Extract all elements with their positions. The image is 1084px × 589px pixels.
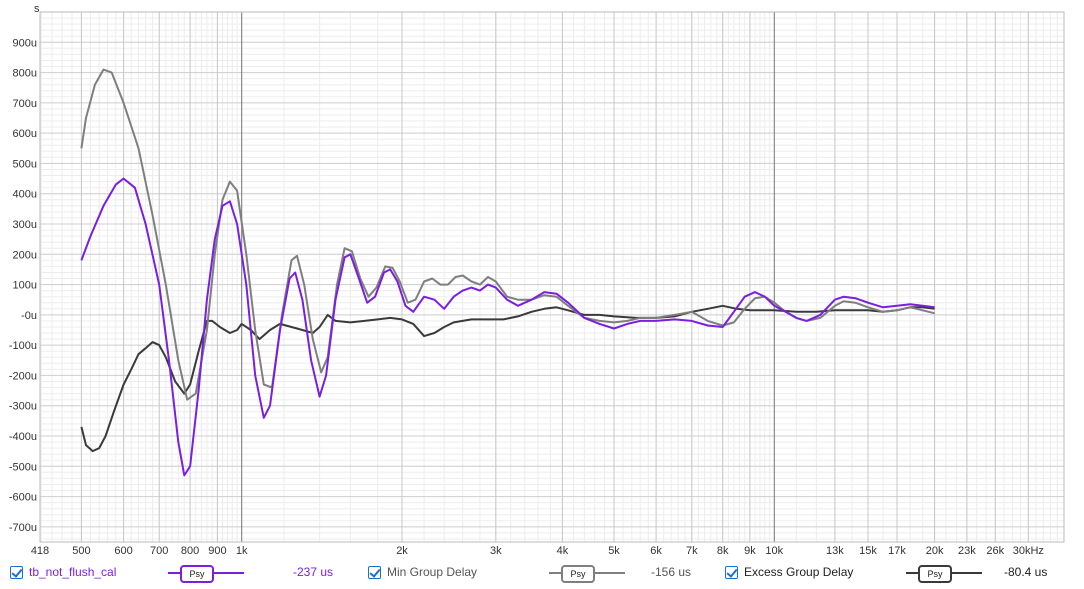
x-tick-label: 1k	[236, 545, 248, 557]
legend-label: tb_not_flush_cal	[29, 565, 117, 579]
x-tick-label: 600	[114, 545, 132, 557]
y-tick-label: 500u	[13, 158, 37, 170]
x-tick-label: 418	[31, 545, 49, 557]
checkbox-excess-group-delay[interactable]	[725, 565, 738, 579]
y-tick-label: 800u	[13, 68, 37, 80]
y-tick-label: -0u	[21, 310, 37, 322]
x-tick-label: 6k	[650, 545, 662, 557]
checkbox-tb-not-flush-cal[interactable]	[10, 565, 23, 579]
x-tick-label: 4k	[557, 545, 569, 557]
legend-value: -80.4 us	[1004, 565, 1048, 579]
x-tick-label: 20k	[926, 545, 944, 557]
x-tick-label: 500	[72, 545, 90, 557]
legend-bar: tb_not_flush_cal Psy -237 us Min Group D…	[0, 562, 1084, 586]
x-tick-label: 17k	[888, 545, 906, 557]
y-tick-label: 200u	[13, 249, 37, 261]
psy-line-style-purple[interactable]: Psy	[168, 564, 244, 583]
y-tick-label: -100u	[9, 340, 37, 352]
psy-line-style-gray[interactable]: Psy	[549, 564, 625, 583]
x-tick-label: 7k	[686, 545, 698, 557]
x-tick-label: 9k	[744, 545, 756, 557]
y-tick-label: -400u	[9, 431, 37, 443]
y-tick-label: 600u	[13, 128, 37, 140]
y-tick-label: -500u	[9, 461, 37, 473]
y-tick-label: -600u	[9, 492, 37, 504]
legend-value: -156 us	[651, 565, 692, 579]
series-line-excess-group-delay	[80, 304, 935, 453]
y-tick-label: 700u	[13, 98, 37, 110]
y-tick-label: 900u	[13, 37, 37, 49]
y-tick-label: 300u	[13, 219, 37, 231]
x-tick-label: 800	[181, 545, 199, 557]
legend-label: Excess Group Delay	[744, 565, 854, 579]
y-tick-label: 100u	[13, 280, 37, 292]
checkbox-min-group-delay[interactable]	[368, 565, 381, 579]
x-tick-label: 13k	[826, 545, 844, 557]
x-tick-label: 26k	[986, 545, 1004, 557]
x-tick-label: 30kHz	[1013, 545, 1044, 557]
x-tick-label: 23k	[958, 545, 976, 557]
x-tick-label: 900	[208, 545, 226, 557]
y-axis-unit-label: s	[34, 3, 40, 15]
y-tick-label: -300u	[9, 401, 37, 413]
x-tick-label: 15k	[859, 545, 877, 557]
y-tick-label: -700u	[9, 522, 37, 534]
x-tick-label: 2k	[396, 545, 408, 557]
plot-frame	[39, 11, 1065, 543]
legend-item-min-group-delay[interactable]: Min Group Delay	[368, 565, 477, 579]
legend-value: -237 us	[293, 565, 334, 579]
psy-line-style-dark[interactable]: Psy	[906, 564, 982, 583]
y-tick-label: -200u	[9, 370, 37, 382]
x-tick-label: 700	[150, 545, 168, 557]
psy-badge: Psy	[180, 565, 214, 583]
x-tick-label: 3k	[490, 545, 502, 557]
psy-badge: Psy	[918, 565, 952, 583]
legend-item-tb-not-flush-cal[interactable]: tb_not_flush_cal	[10, 565, 116, 579]
legend-item-excess-group-delay[interactable]: Excess Group Delay	[725, 565, 853, 579]
series-line-tb-not-flush-cal	[80, 177, 935, 477]
x-tick-label: 5k	[608, 545, 620, 557]
series-line-min-group-delay	[80, 68, 935, 401]
x-tick-label: 10k	[765, 545, 783, 557]
group-delay-chart: 418 500 600 700 800 900 1k 2k 3k 4k 5k 6k 7k 8k 9k 10k 1…	[9, 3, 1065, 557]
psy-badge: Psy	[561, 565, 595, 583]
x-tick-label: 8k	[717, 545, 729, 557]
y-tick-label: 400u	[13, 189, 37, 201]
legend-label: Min Group Delay	[387, 565, 478, 579]
